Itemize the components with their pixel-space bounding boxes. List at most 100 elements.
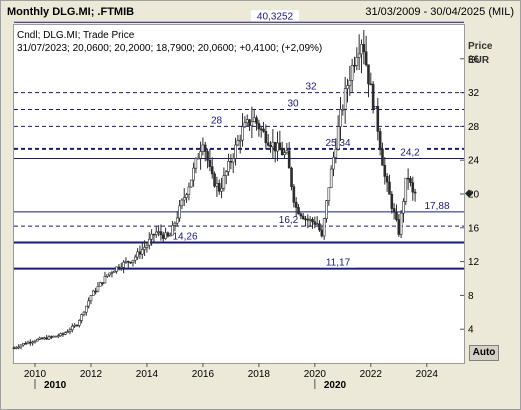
candle-body <box>369 83 373 86</box>
candle-body <box>52 335 55 338</box>
candle-body <box>38 337 41 340</box>
candle-body <box>54 335 58 338</box>
candle-body <box>290 167 293 187</box>
candle-body <box>390 194 394 209</box>
candle-body <box>257 123 261 130</box>
candle-body <box>178 205 181 219</box>
legend-series: Cndl; DLG.MI; Trade Price <box>17 30 135 41</box>
candle-body <box>40 337 44 340</box>
candle-body <box>36 338 39 342</box>
candle-body <box>294 202 298 208</box>
candle-body <box>136 251 139 258</box>
candle-body <box>304 218 307 221</box>
level-label-bg <box>302 80 320 92</box>
candle-body <box>273 141 277 152</box>
candle-body <box>248 119 251 126</box>
candle-body <box>350 64 354 81</box>
candle-body <box>409 178 412 183</box>
candle-body <box>75 324 79 327</box>
candle-body <box>73 324 76 327</box>
candle-body <box>238 139 242 142</box>
candle-body <box>103 276 107 284</box>
candle-body <box>150 233 153 240</box>
candle-body <box>24 343 27 345</box>
candle-body <box>168 234 172 237</box>
candle-body <box>315 223 319 226</box>
x-tick-label: 2016 <box>192 369 215 380</box>
candle-body <box>87 300 90 307</box>
chart-legend: Cndl; DLG.MI; Trade Price 31/07/2023; 20… <box>17 29 322 55</box>
candle-body <box>77 320 81 326</box>
candle-body <box>276 142 279 152</box>
candle-body <box>147 238 151 246</box>
level-label-bg <box>273 214 304 226</box>
level-label: 14,26 <box>172 232 197 243</box>
candle-body <box>19 344 23 348</box>
candle-body <box>266 142 270 146</box>
candle-body <box>271 141 275 148</box>
candle-body <box>346 85 349 89</box>
candle-body <box>82 311 86 315</box>
candle-body <box>196 157 200 160</box>
candle-body <box>210 166 214 175</box>
level-label-bg <box>419 199 455 211</box>
candle-body <box>143 247 146 250</box>
level-label: 40,3252 <box>257 11 294 22</box>
y-axis-title-price: Price <box>468 41 493 52</box>
level-label: 28 <box>211 115 223 126</box>
candle-body <box>122 261 125 268</box>
candle-body <box>22 343 25 346</box>
candle-body <box>385 176 389 183</box>
candle-body <box>243 122 247 128</box>
candle-body <box>378 131 382 150</box>
candle-body <box>192 167 195 181</box>
candle-body <box>80 314 83 321</box>
candle-body <box>308 219 312 221</box>
y-tick-label: 4 <box>468 325 474 336</box>
candle-body <box>397 219 401 235</box>
candle-body <box>224 171 228 176</box>
candle-body <box>33 340 37 343</box>
candle-body <box>320 229 324 237</box>
candle-body <box>217 183 221 192</box>
candle-body <box>152 233 156 236</box>
y-tick-label: 28 <box>468 122 480 133</box>
candle-body <box>29 341 32 344</box>
candle-body <box>259 128 263 131</box>
candle-body <box>357 53 361 58</box>
y-tick-label: 36 <box>468 54 480 65</box>
auto-scale-button[interactable]: Auto <box>469 345 499 361</box>
level-label-bg <box>320 256 356 268</box>
candle-body <box>105 274 109 277</box>
candle-body <box>159 231 163 236</box>
decade-label: 2020 <box>324 380 347 391</box>
candle-body <box>287 150 291 169</box>
candle-body <box>355 57 359 66</box>
y-tick-label: 32 <box>468 88 480 99</box>
candle-body <box>278 142 282 151</box>
candle-body <box>311 219 314 223</box>
candle-body <box>241 126 244 141</box>
candle-body <box>187 186 191 195</box>
level-label-bg <box>207 114 226 126</box>
candle-body <box>124 260 128 263</box>
candle-body <box>161 234 165 239</box>
candle-body <box>353 64 356 67</box>
candle-body <box>26 341 30 345</box>
candle-body <box>133 256 137 261</box>
candle-body <box>68 329 72 332</box>
y-tick-label: 16 <box>468 223 480 234</box>
candle-body <box>59 333 62 336</box>
candle-body <box>381 148 384 166</box>
candle-body <box>360 44 363 55</box>
title-bar: Monthly DLG.MI; .FTMIB 31/03/2009 - 30/0… <box>1 1 520 23</box>
candle-body <box>199 151 202 159</box>
candle-body <box>126 260 130 263</box>
candle-body <box>367 64 370 85</box>
x-tick-label: 2018 <box>248 369 271 380</box>
candle-body <box>297 207 300 215</box>
level-label-bg <box>251 10 299 22</box>
candle-body <box>84 305 88 313</box>
candle-body <box>329 168 333 188</box>
candle-body <box>157 231 160 233</box>
